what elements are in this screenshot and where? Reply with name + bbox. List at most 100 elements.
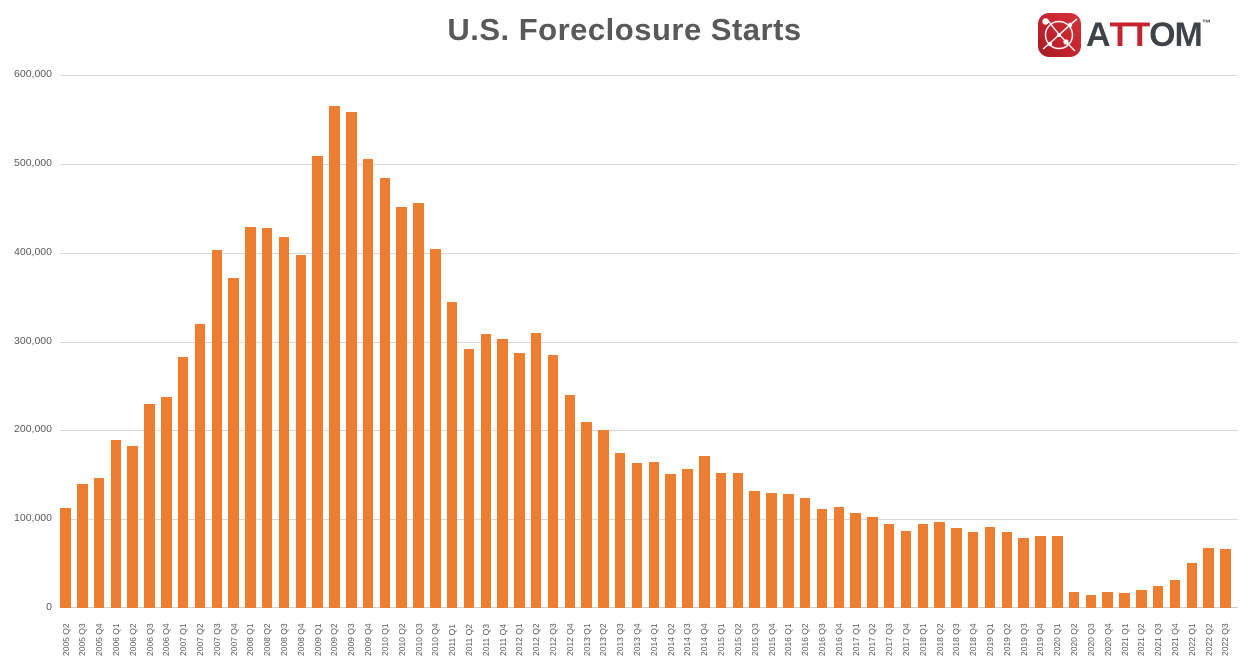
bar-2007-Q3 (211, 250, 223, 608)
bar-2005-Q2 (60, 508, 71, 608)
x-axis-tick-label: 2018 Q4 (968, 623, 979, 656)
x-axis-tick-label: 2014 Q4 (699, 623, 710, 656)
bar-2007-Q4 (228, 278, 239, 608)
bar-2019-Q3 (1018, 538, 1029, 608)
gridline (60, 252, 1238, 254)
bar-2021-Q1 (1119, 593, 1130, 608)
x-axis-tick-label: 2006 Q2 (127, 623, 138, 656)
x-axis-tick-label: 2020 Q4 (1102, 623, 1113, 656)
x-axis-tick-label: 2006 Q3 (144, 623, 155, 656)
bar-2021-Q3 (1152, 586, 1164, 608)
x-axis-tick-label: 2018 Q1 (917, 623, 928, 656)
bar-2005-Q3 (77, 484, 88, 608)
x-axis-tick-label: 2005 Q3 (77, 623, 88, 656)
x-axis-tick-label: 2010 Q4 (430, 623, 441, 656)
x-axis-tick-label: 2022 Q2 (1203, 623, 1214, 656)
bar-2006-Q3 (144, 404, 155, 608)
x-axis-tick-label: 2009 Q1 (312, 623, 323, 656)
x-axis-tick-label: 2009 Q3 (346, 623, 357, 656)
bar-2020-Q2 (1068, 592, 1080, 608)
bar-2008-Q4 (295, 255, 307, 608)
x-axis-tick-label: 2016 Q3 (816, 623, 827, 656)
bar-2021-Q2 (1136, 590, 1147, 608)
x-axis-tick-label: 2014 Q1 (648, 623, 659, 656)
bar-2009-Q4 (362, 159, 374, 608)
x-axis-tick-label: 2013 Q4 (632, 623, 643, 656)
x-axis-tick-label: 2019 Q2 (1001, 623, 1012, 656)
bar-2011-Q2 (463, 349, 475, 608)
x-axis-tick-label: 2012 Q2 (531, 623, 542, 656)
x-axis-tick-label: 2010 Q2 (396, 623, 407, 656)
x-axis-tick-label: 2008 Q3 (279, 623, 290, 656)
bar-2005-Q4 (93, 478, 105, 608)
x-axis-tick-label: 2009 Q4 (363, 623, 374, 656)
bar-2017-Q1 (850, 513, 861, 608)
trademark-symbol: ™ (1201, 17, 1211, 28)
bar-2017-Q4 (900, 531, 912, 608)
x-axis-tick-label: 2012 Q1 (514, 623, 525, 656)
x-axis-tick-label: 2019 Q4 (1035, 623, 1046, 656)
x-axis-tick-label: 2006 Q1 (110, 623, 121, 656)
gridline (60, 75, 1238, 76)
bar-2013-Q4 (631, 463, 643, 608)
bar-2006-Q1 (110, 440, 122, 608)
attom-logo: A TT OM ™ (1037, 11, 1211, 58)
bar-2012-Q3 (547, 355, 559, 608)
bar-2012-Q1 (514, 353, 525, 608)
x-axis-tick-label: 2018 Q3 (951, 623, 962, 656)
x-axis-tick-label: 2011 Q2 (463, 624, 474, 656)
bar-2007-Q1 (177, 357, 189, 608)
bar-2013-Q2 (598, 430, 609, 608)
bar-2018-Q4 (967, 532, 979, 608)
bar-2020-Q4 (1102, 592, 1113, 608)
x-axis-tick-label: 2015 Q2 (732, 623, 743, 656)
x-axis-tick-label: 2022 Q3 (1220, 623, 1231, 656)
x-axis-tick-label: 2017 Q3 (884, 623, 895, 656)
x-axis-tick-label: 2012 Q3 (547, 623, 558, 656)
x-axis-tick-label: 2013 Q1 (581, 623, 592, 656)
bar-2008-Q3 (278, 237, 290, 608)
x-axis-tick-label: 2007 Q2 (194, 623, 205, 656)
chart-title: U.S. Foreclosure Starts (447, 12, 802, 47)
bar-2009-Q1 (312, 156, 323, 608)
x-axis-tick-label: 2007 Q4 (228, 623, 239, 656)
x-axis-tick-label: 2008 Q4 (295, 623, 306, 656)
bar-2022-Q1 (1186, 563, 1198, 608)
y-axis-tick-label: 200,000 (14, 423, 52, 436)
gridline (60, 341, 1238, 343)
x-axis-tick-label: 2017 Q2 (867, 623, 878, 656)
x-axis-tick-label: 2011 Q3 (480, 624, 491, 656)
x-axis-tick-label: 2006 Q4 (161, 623, 172, 656)
logo-letter-a: A (1086, 15, 1111, 54)
y-axis-tick-label: 500,000 (14, 156, 52, 169)
x-axis-tick-label: 2016 Q2 (800, 623, 811, 656)
x-axis-tick-label: 2015 Q1 (716, 623, 727, 656)
bar-2015-Q3 (749, 491, 760, 608)
y-axis-tick-label: 600,000 (14, 68, 52, 80)
x-axis-tick-label: 2021 Q2 (1136, 623, 1147, 656)
bar-2015-Q2 (732, 473, 744, 608)
bar-2010-Q1 (379, 178, 391, 608)
bar-2021-Q4 (1169, 580, 1181, 608)
x-axis-tick-label: 2014 Q3 (682, 623, 693, 656)
plot-area (60, 75, 1238, 608)
gridline (60, 163, 1238, 165)
x-axis-tick-label: 2007 Q1 (178, 623, 189, 656)
bar-2010-Q2 (396, 207, 407, 608)
x-axis-tick-label: 2019 Q3 (1018, 623, 1029, 656)
bar-2014-Q4 (699, 456, 710, 608)
bar-2011-Q3 (480, 334, 491, 608)
bar-2006-Q4 (161, 397, 172, 608)
bar-2010-Q3 (413, 203, 424, 608)
x-axis-tick-label: 2008 Q1 (245, 623, 256, 656)
x-axis-tick-label: 2017 Q1 (850, 623, 861, 656)
x-axis-tick-label: 2011 Q4 (497, 624, 508, 656)
x-axis-tick-label: 2017 Q4 (901, 623, 911, 656)
x-axis-tick-label: 2022 Q1 (1186, 623, 1197, 656)
bar-2014-Q2 (665, 474, 676, 608)
bar-2011-Q1 (446, 302, 458, 608)
attom-logo-text: A TT OM ™ (1086, 15, 1211, 54)
x-axis-tick-label: 2016 Q1 (783, 623, 794, 656)
y-axis-tick-label: 100,000 (14, 512, 52, 525)
x-axis-tick-label: 2012 Q4 (564, 623, 575, 656)
